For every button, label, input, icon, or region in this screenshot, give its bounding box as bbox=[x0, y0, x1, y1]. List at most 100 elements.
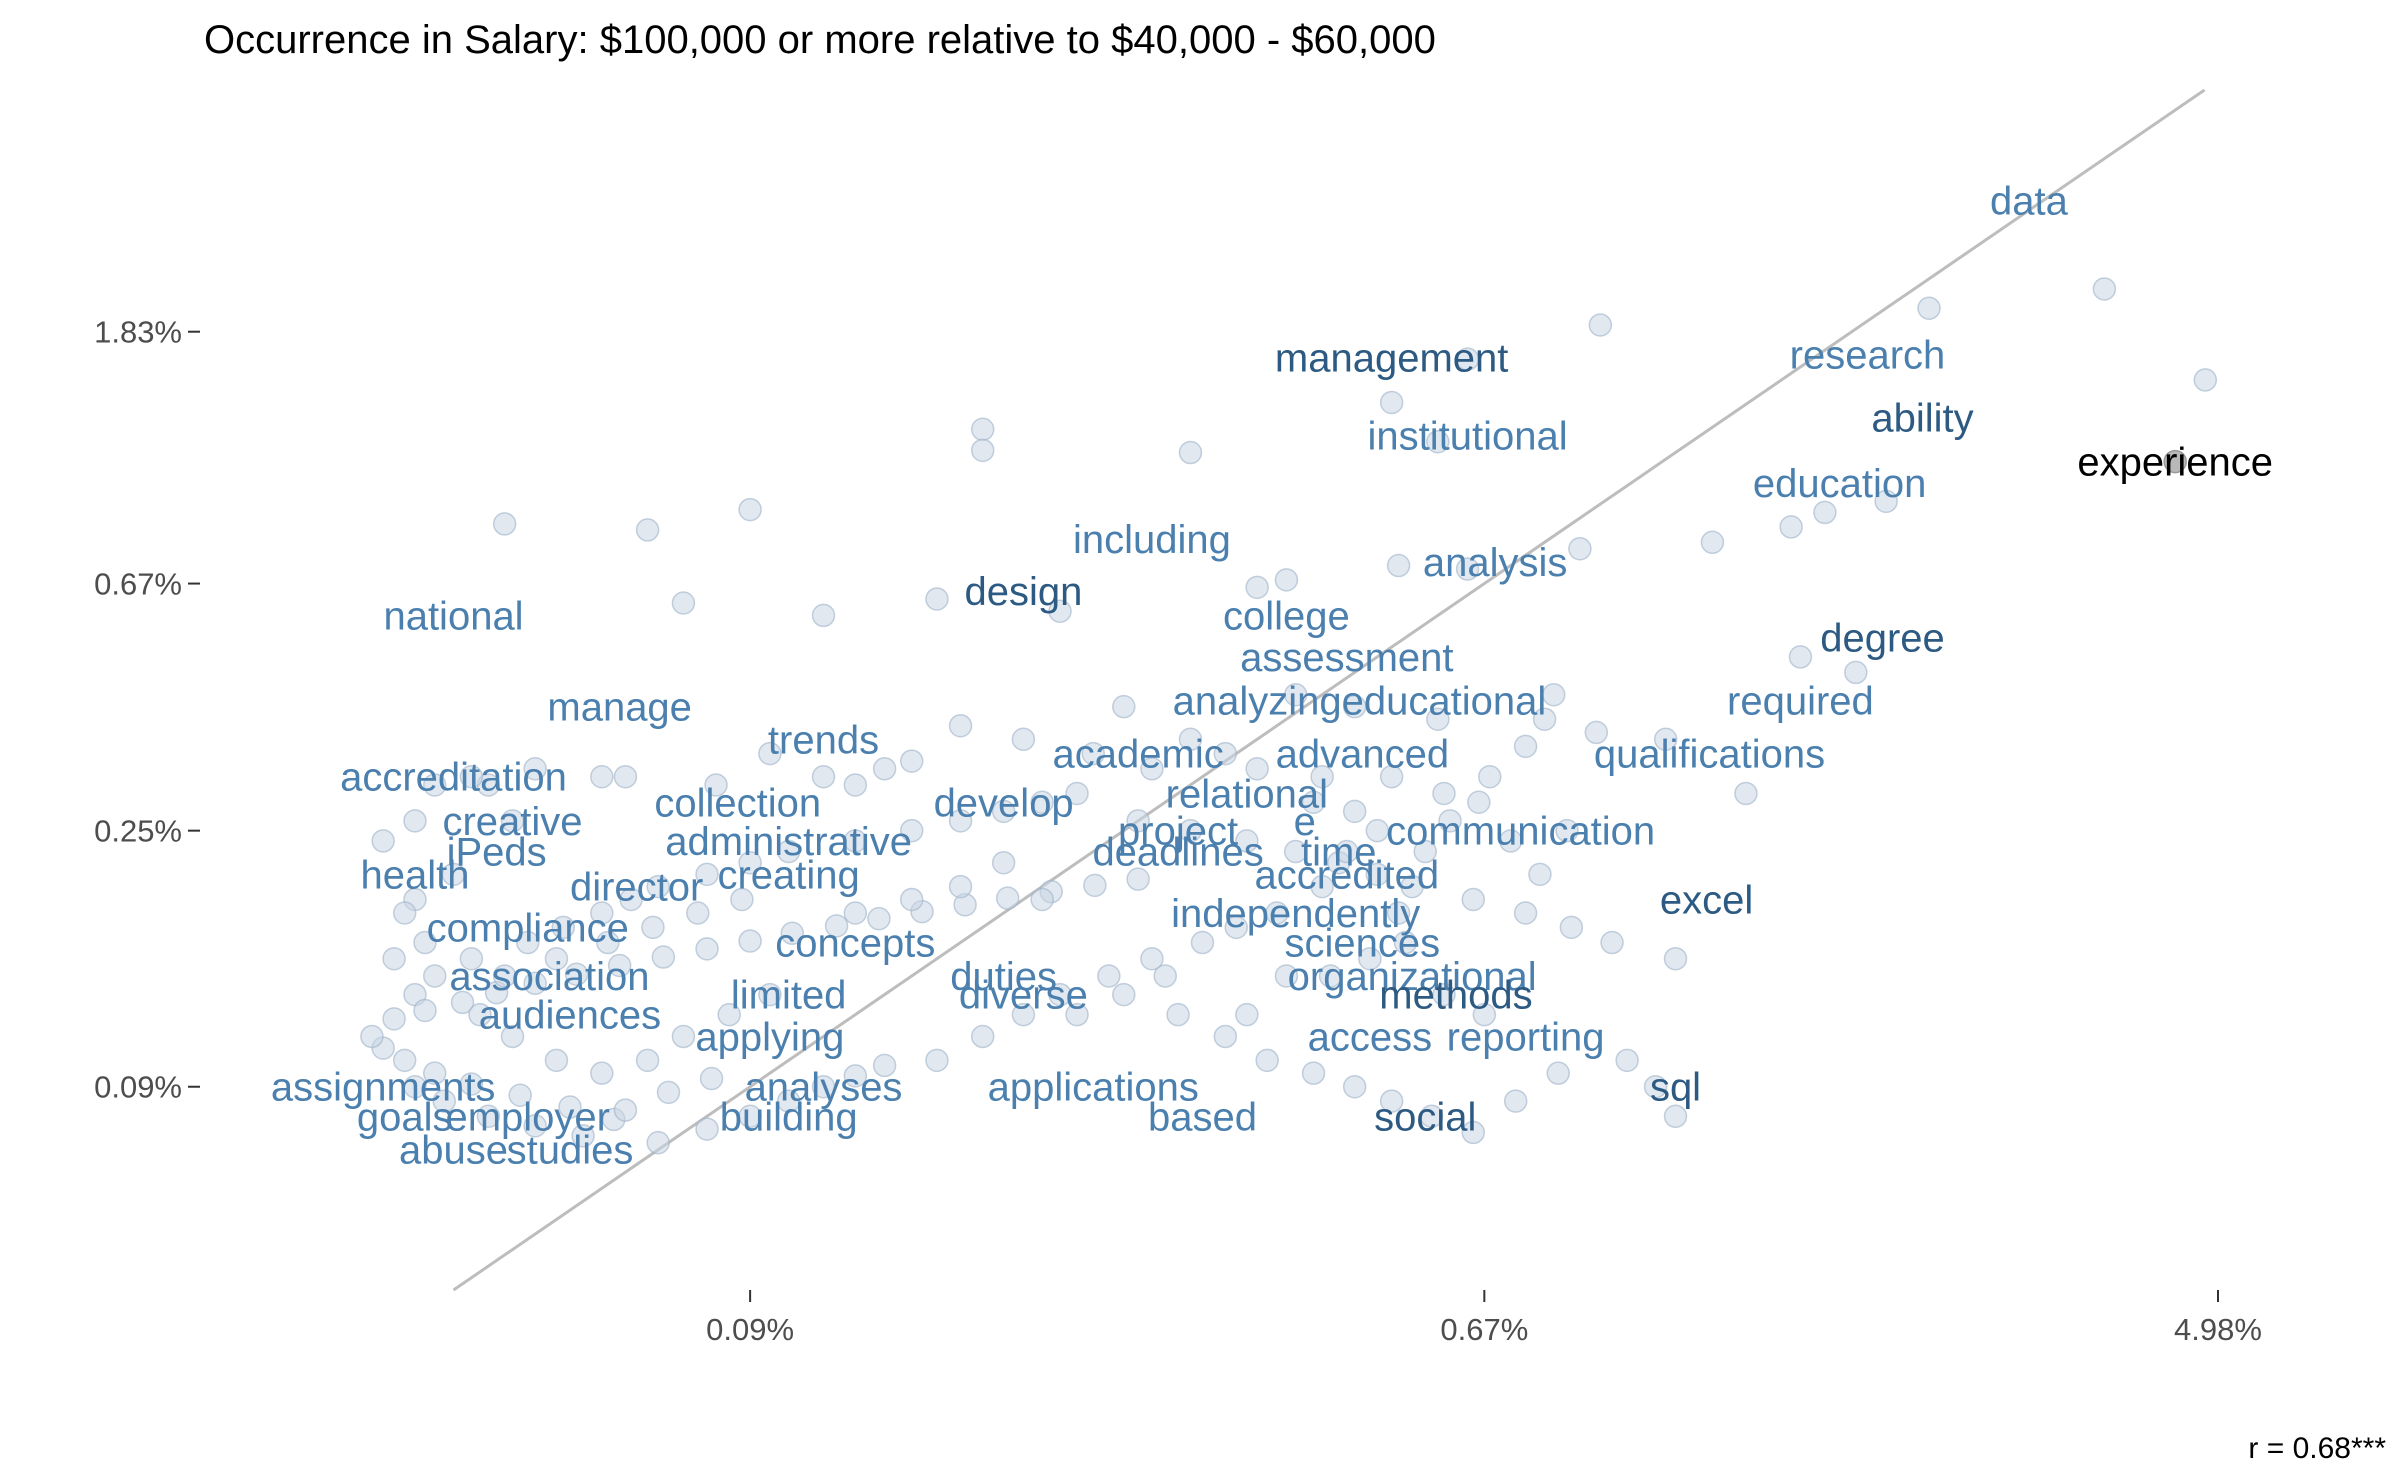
data-point bbox=[695, 937, 719, 961]
data-point bbox=[476, 1104, 501, 1129]
data-point bbox=[656, 1080, 681, 1105]
x-tick-label: 0.09% bbox=[706, 1312, 794, 1347]
data-point bbox=[371, 829, 395, 853]
points-layer bbox=[360, 277, 2218, 1155]
data-point bbox=[1342, 694, 1367, 719]
data-point bbox=[758, 982, 782, 1007]
data-point bbox=[1432, 781, 1456, 806]
data-point bbox=[1166, 1002, 1190, 1027]
word-label: degree bbox=[1820, 617, 1945, 661]
data-point bbox=[843, 773, 868, 797]
data-point bbox=[1140, 946, 1164, 971]
data-point bbox=[571, 1124, 595, 1148]
data-point bbox=[544, 1048, 569, 1073]
data-point bbox=[1342, 1074, 1367, 1099]
data-point bbox=[1455, 347, 1480, 371]
data-point bbox=[970, 438, 995, 463]
data-point bbox=[1393, 930, 1418, 955]
data-point bbox=[1283, 682, 1308, 707]
word-label: manage bbox=[547, 686, 692, 730]
word-label: time bbox=[1301, 831, 1377, 875]
reference-line-layer bbox=[452, 88, 2206, 1292]
data-point bbox=[970, 1024, 995, 1049]
word-label: limited bbox=[731, 974, 847, 1018]
data-point bbox=[1178, 440, 1203, 465]
data-point bbox=[948, 874, 973, 899]
word-label: advanced bbox=[1276, 733, 1449, 777]
word-label: data bbox=[1990, 179, 2069, 223]
data-point bbox=[1432, 982, 1456, 1007]
data-point bbox=[596, 930, 620, 955]
y-tick-label: 0.09% bbox=[94, 1070, 182, 1105]
word-label: concepts bbox=[775, 922, 935, 966]
data-point bbox=[695, 1117, 719, 1141]
data-point bbox=[646, 1130, 670, 1155]
data-point bbox=[717, 1002, 741, 1027]
data-point bbox=[459, 764, 484, 789]
word-label: relational bbox=[1166, 772, 1328, 816]
data-point bbox=[1653, 727, 1678, 752]
data-point bbox=[1844, 660, 1868, 685]
data-point bbox=[459, 946, 484, 971]
word-label: association bbox=[449, 955, 649, 999]
data-point bbox=[811, 1074, 836, 1099]
data-point bbox=[515, 930, 540, 955]
word-label: organizational bbox=[1288, 955, 1537, 999]
data-point bbox=[613, 1098, 638, 1122]
data-point bbox=[925, 587, 949, 611]
data-point bbox=[671, 591, 696, 615]
word-label: director bbox=[570, 866, 703, 910]
data-point bbox=[1365, 818, 1390, 843]
data-point bbox=[1663, 1104, 1688, 1129]
word-label: sciences bbox=[1285, 922, 1441, 966]
data-point bbox=[523, 1114, 547, 1138]
data-point bbox=[1438, 809, 1462, 833]
data-point bbox=[423, 1061, 447, 1085]
data-point bbox=[613, 764, 638, 789]
data-point bbox=[619, 887, 643, 912]
data-point bbox=[1379, 764, 1404, 789]
data-point bbox=[1030, 887, 1054, 912]
data-point bbox=[1365, 862, 1390, 887]
data-point bbox=[811, 764, 836, 789]
data-point bbox=[1213, 1024, 1238, 1049]
data-point bbox=[1779, 515, 1803, 539]
data-point bbox=[1178, 818, 1203, 843]
x-tick-label: 4.98% bbox=[2174, 1312, 2262, 1347]
data-point bbox=[1255, 1048, 1279, 1073]
word-label: diverse bbox=[959, 974, 1088, 1018]
data-point bbox=[1379, 390, 1404, 415]
data-point bbox=[1559, 915, 1584, 940]
data-point bbox=[991, 799, 1016, 824]
word-label: management bbox=[1275, 337, 1508, 381]
data-point bbox=[1513, 734, 1538, 759]
data-point bbox=[1426, 429, 1450, 454]
data-point bbox=[1400, 874, 1424, 899]
data-point bbox=[1528, 862, 1552, 887]
data-point bbox=[1643, 1074, 1668, 1099]
word-label: iPeds bbox=[447, 831, 547, 875]
data-point bbox=[948, 809, 973, 833]
data-point bbox=[1734, 781, 1758, 806]
data-point bbox=[2092, 277, 2117, 301]
data-point bbox=[872, 757, 897, 781]
data-point bbox=[468, 1002, 492, 1027]
word-label: deadlines bbox=[1092, 831, 1263, 875]
word-label: independently bbox=[1171, 892, 1420, 936]
data-point bbox=[730, 887, 754, 912]
word-label: accredited bbox=[1255, 853, 1440, 897]
data-point bbox=[1310, 764, 1334, 789]
data-point bbox=[1081, 741, 1106, 766]
data-point bbox=[1874, 489, 1898, 514]
word-label: goals bbox=[357, 1095, 453, 1139]
data-point bbox=[1513, 901, 1538, 925]
data-point bbox=[1011, 1002, 1036, 1027]
data-point bbox=[1190, 930, 1215, 955]
data-point bbox=[590, 1061, 614, 1085]
data-point bbox=[1153, 964, 1177, 988]
data-point bbox=[1478, 764, 1502, 789]
y-tick-label: 0.67% bbox=[94, 567, 182, 602]
data-point bbox=[651, 945, 676, 969]
data-point bbox=[867, 906, 891, 931]
data-point bbox=[1224, 915, 1248, 940]
